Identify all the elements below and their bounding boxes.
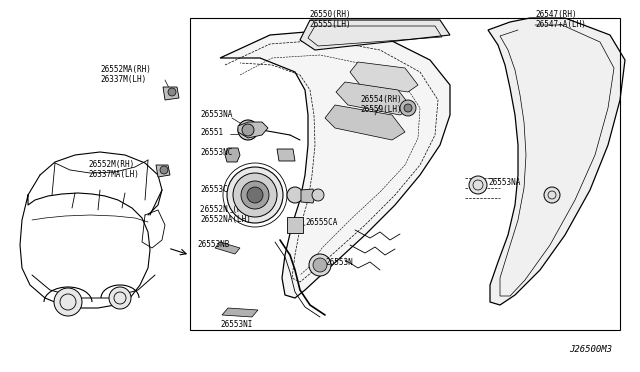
Text: 26547(RH)
26547+A(LH): 26547(RH) 26547+A(LH) — [535, 10, 586, 29]
Text: J26500M3: J26500M3 — [569, 345, 612, 354]
Circle shape — [313, 258, 327, 272]
Polygon shape — [277, 149, 295, 161]
Bar — [190, 18, 620, 330]
Text: 26552N (RH)
26552NA(LH): 26552N (RH) 26552NA(LH) — [200, 205, 251, 224]
Polygon shape — [220, 30, 450, 298]
Circle shape — [160, 166, 168, 174]
Circle shape — [238, 120, 258, 140]
Polygon shape — [215, 242, 240, 254]
Text: 26552M(RH)
26337MA(LH): 26552M(RH) 26337MA(LH) — [88, 160, 139, 179]
Text: 26553C: 26553C — [200, 185, 228, 194]
Circle shape — [233, 173, 277, 217]
Circle shape — [109, 287, 131, 309]
Circle shape — [168, 88, 176, 96]
Polygon shape — [225, 148, 240, 162]
Polygon shape — [287, 217, 303, 233]
Polygon shape — [222, 308, 258, 317]
Polygon shape — [336, 82, 412, 115]
Text: 26550(RH)
26555(LH): 26550(RH) 26555(LH) — [309, 10, 351, 29]
Circle shape — [400, 100, 416, 116]
Circle shape — [287, 187, 303, 203]
Polygon shape — [350, 62, 418, 92]
Circle shape — [241, 181, 269, 209]
Polygon shape — [488, 18, 625, 305]
Text: 26553NA: 26553NA — [200, 110, 232, 119]
Text: 26554(RH)
26559(LH): 26554(RH) 26559(LH) — [360, 95, 402, 115]
Text: 26553N: 26553N — [325, 258, 353, 267]
Polygon shape — [301, 189, 315, 203]
Circle shape — [469, 176, 487, 194]
Polygon shape — [163, 87, 179, 100]
Circle shape — [247, 187, 263, 203]
Circle shape — [309, 254, 331, 276]
Polygon shape — [300, 20, 450, 50]
Text: 26553NI: 26553NI — [220, 320, 252, 329]
Circle shape — [242, 124, 254, 136]
Text: 26551: 26551 — [200, 128, 223, 137]
Polygon shape — [156, 165, 170, 177]
Text: 26553NC: 26553NC — [200, 148, 232, 157]
Circle shape — [544, 187, 560, 203]
Polygon shape — [325, 105, 405, 140]
Text: 26553NA: 26553NA — [488, 177, 520, 186]
Polygon shape — [238, 122, 268, 138]
Circle shape — [312, 189, 324, 201]
Circle shape — [404, 104, 412, 112]
Text: 26552MA(RH)
26337M(LH): 26552MA(RH) 26337M(LH) — [100, 65, 151, 84]
Text: 26555CA: 26555CA — [305, 218, 337, 227]
Circle shape — [227, 167, 283, 223]
Text: 26553NB: 26553NB — [197, 240, 229, 249]
Circle shape — [54, 288, 82, 316]
